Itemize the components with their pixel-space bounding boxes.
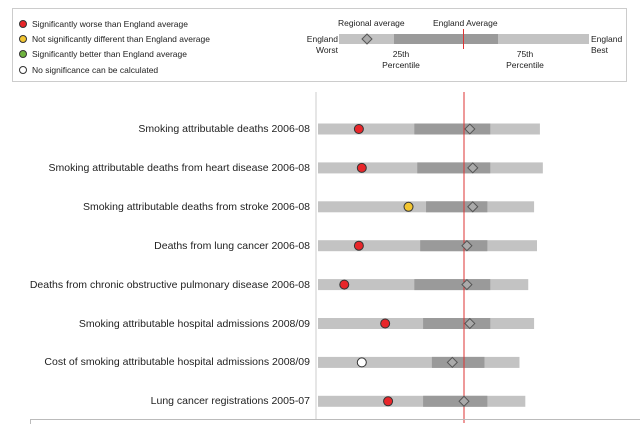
legend-item-better: Significantly better than England averag…: [19, 49, 187, 59]
iqr-bar: [417, 162, 491, 174]
red-circle-icon: [19, 20, 27, 28]
legend-label: Significantly better than England averag…: [32, 49, 187, 59]
regional-average-marker: [446, 356, 458, 369]
local-value-marker: [356, 357, 367, 368]
key-england-line: [463, 29, 464, 49]
regional-average-marker: [461, 278, 473, 291]
row-label: Smoking attributable deaths 2006-08: [138, 123, 310, 135]
legend-label: Significantly worse than England average: [32, 19, 188, 29]
key-iqr-bar: [394, 34, 498, 44]
legend-label: Not significantly different than England…: [32, 34, 210, 44]
range-bar: [318, 395, 526, 407]
iqr-bar: [423, 318, 491, 329]
key-england-average-label: England Average: [433, 18, 498, 28]
local-value-marker: [353, 240, 364, 251]
regional-average-marker: [458, 395, 470, 407]
row-label: Deaths from chronic obstructive pulmonar…: [29, 278, 310, 291]
local-value-marker: [403, 201, 414, 212]
legend-item-worse: Significantly worse than England average: [19, 19, 188, 29]
regional-average-marker: [464, 123, 476, 135]
local-value-marker: [356, 162, 367, 173]
iqr-bar: [414, 123, 491, 135]
local-value-marker: [353, 124, 364, 134]
green-circle-icon: [19, 50, 27, 58]
row-label: Smoking attributable hospital admissions…: [78, 317, 310, 330]
local-value-marker: [383, 396, 394, 407]
yellow-circle-icon: [19, 35, 27, 43]
bottom-panel-edge: [30, 419, 640, 424]
local-value-marker: [339, 279, 350, 290]
iqr-bar: [426, 201, 488, 213]
iqr-bar: [431, 356, 485, 368]
row-label: Smoking attributable deaths from heart d…: [48, 161, 311, 174]
key-best-label: England Best: [591, 34, 623, 55]
iqr-bar: [414, 279, 491, 291]
iqr-bar: [423, 395, 488, 407]
local-value-marker: [380, 318, 391, 329]
row-label: Smoking attributable deaths from stroke …: [82, 200, 310, 213]
legend-label: No significance can be calculated: [32, 65, 159, 75]
legend-item-not-different: Not significantly different than England…: [19, 34, 210, 44]
key-p75-label: 75th Percentile: [506, 49, 544, 70]
white-circle-icon: [19, 66, 27, 74]
regional-average-marker: [461, 240, 473, 252]
legend: Significantly worse than England average…: [12, 8, 627, 82]
row-label: Cost of smoking attributable hospital ad…: [44, 356, 310, 369]
legend-item-none: No significance can be calculated: [19, 65, 158, 75]
regional-average-marker: [464, 317, 476, 330]
row-label: Deaths from lung cancer 2006-08: [154, 239, 310, 252]
key-p25-label: 25th Percentile: [382, 49, 420, 70]
key-regional-label: Regional average: [338, 18, 405, 28]
row-label: Lung cancer registrations 2005-07: [150, 395, 310, 408]
iqr-bar: [420, 240, 488, 252]
regional-average-marker: [467, 162, 479, 174]
key-worst-label: England Worst: [306, 34, 338, 55]
regional-average-marker: [467, 201, 479, 213]
range-bar: [318, 356, 520, 368]
